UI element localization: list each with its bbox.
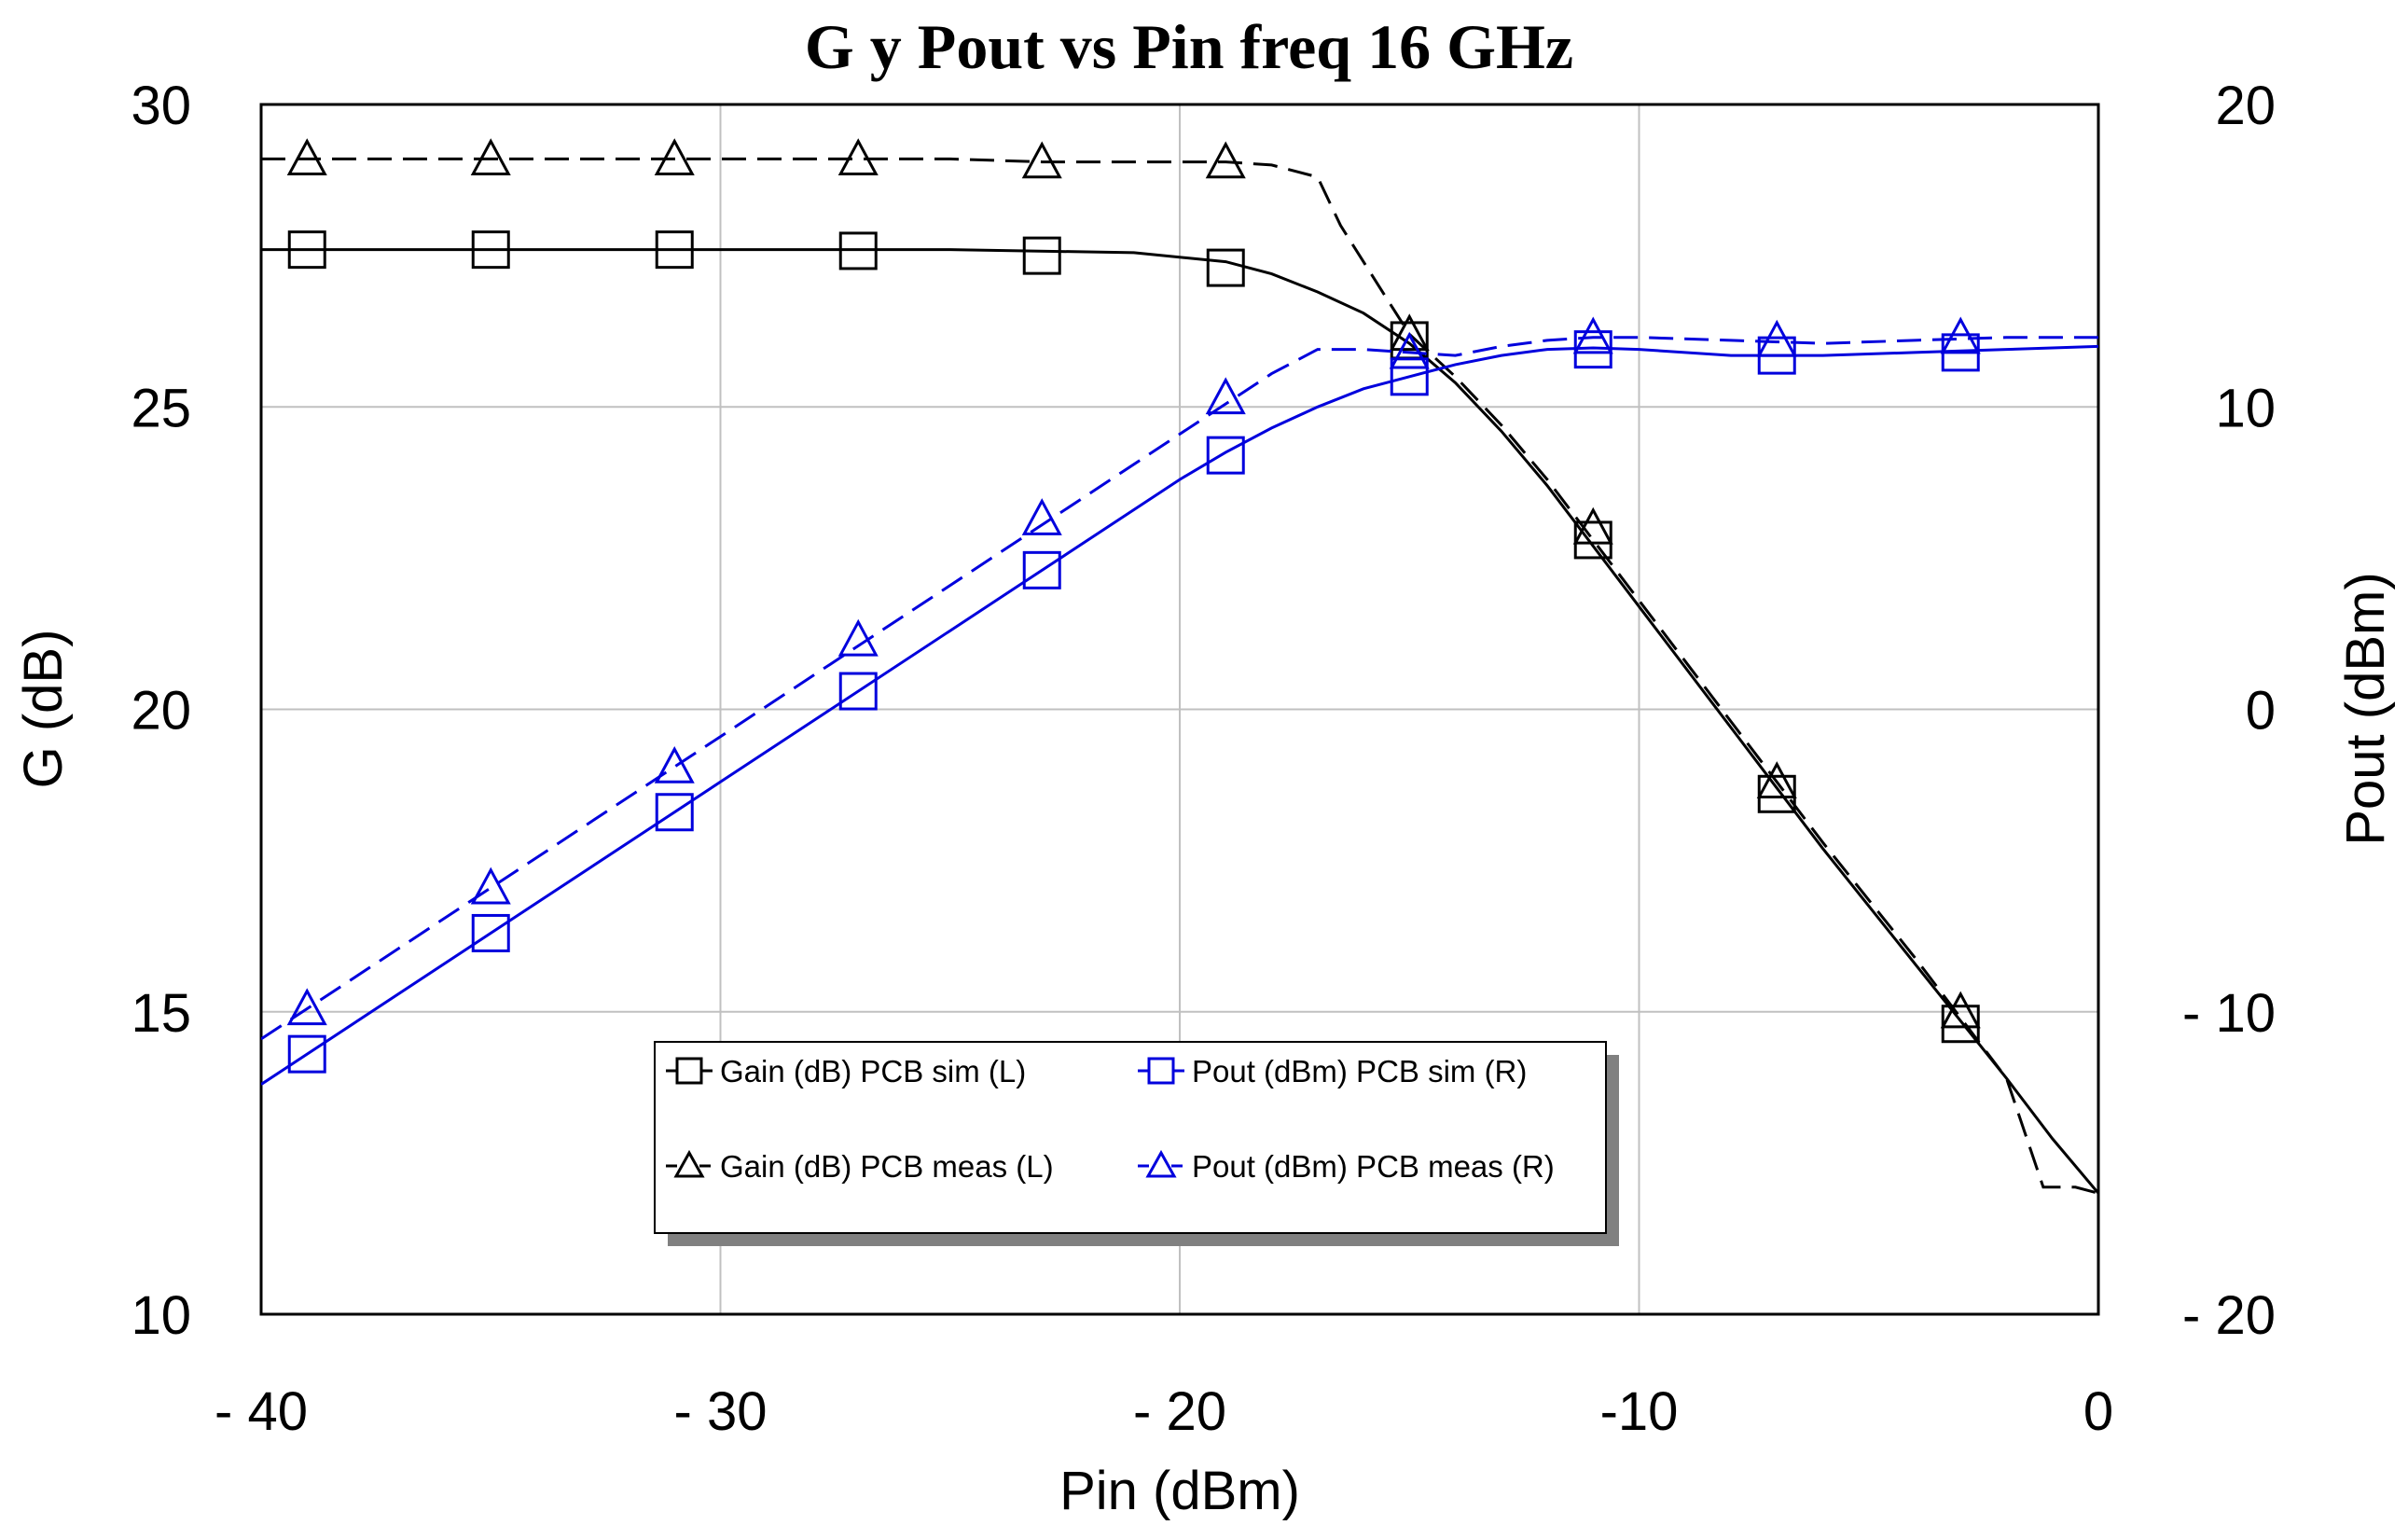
legend-entry: Gain (dB) PCB sim (L) xyxy=(666,1054,1026,1088)
data-point-square xyxy=(287,230,326,270)
data-point-square xyxy=(838,231,878,270)
legend: Gain (dB) PCB sim (L) Pout (dBm) PCB sim … xyxy=(654,1041,1619,1246)
legend-marker-square xyxy=(675,1057,703,1085)
data-point-square xyxy=(1022,550,1061,589)
series-line xyxy=(261,336,2098,1041)
legend-entry: Gain (dB) PCB meas (L) xyxy=(666,1149,1054,1184)
right-tick-label: 0 xyxy=(2246,681,2276,742)
right-tick-label: 20 xyxy=(2215,76,2276,136)
left-tick-label: 20 xyxy=(131,681,191,742)
data-point-square xyxy=(471,913,510,952)
left-axis-label: G (dB) xyxy=(13,630,74,789)
data-point-triangle xyxy=(1389,313,1430,352)
data-point-triangle xyxy=(1756,761,1797,798)
data-point-triangle xyxy=(470,867,511,905)
data-point-triangle xyxy=(286,988,327,1026)
right-axis-label: Pout (dBm) xyxy=(2335,572,2396,845)
data-point-square xyxy=(1206,248,1245,287)
left-tick-label: 30 xyxy=(131,76,191,136)
data-point-square xyxy=(838,672,878,711)
data-point-triangle xyxy=(1572,316,1613,354)
x-tick-label: - 20 xyxy=(1133,1381,1226,1442)
series-line xyxy=(261,344,2098,1086)
series-line xyxy=(261,248,2098,1195)
legend-entry: Pout (dBm) PCB sim (R) xyxy=(1138,1054,1527,1088)
right-tick-label: - 10 xyxy=(2182,983,2276,1044)
data-point-triangle xyxy=(1756,319,1797,357)
data-point-square xyxy=(1022,236,1061,275)
data-point-triangle xyxy=(837,138,879,176)
x-tick-labels: - 40 - 30 - 20 -10 0 xyxy=(215,1381,2113,1442)
x-tick-label: -10 xyxy=(1600,1381,1679,1442)
left-tick-label: 15 xyxy=(131,983,191,1044)
data-point-triangle xyxy=(654,745,695,783)
legend-marker-square xyxy=(1147,1057,1175,1085)
x-axis-label: Pin (dBm) xyxy=(1059,1461,1300,1521)
left-tick-label: 10 xyxy=(131,1285,191,1346)
legend-entry: Pout (dBm) PCB meas (R) xyxy=(1138,1149,1555,1184)
data-point-triangle xyxy=(1572,506,1613,545)
legend-marker-triangle xyxy=(673,1149,705,1178)
series-layer xyxy=(261,138,2098,1195)
data-point-triangle xyxy=(1205,141,1246,179)
series-1 xyxy=(261,138,2098,1195)
data-point-square xyxy=(1573,520,1612,560)
data-point-square xyxy=(471,230,510,270)
data-point-triangle xyxy=(1940,991,1981,1029)
data-point-triangle xyxy=(470,138,511,176)
right-tick-labels: - 20 - 10 0 10 20 xyxy=(2182,76,2276,1346)
legend-label: Gain (dB) PCB meas (L) xyxy=(720,1149,1054,1184)
data-point-square xyxy=(1390,357,1429,396)
left-tick-labels: 10 15 20 25 30 xyxy=(131,76,191,1346)
data-point-square xyxy=(655,793,694,832)
right-tick-label: - 20 xyxy=(2182,1285,2276,1346)
plot-frame xyxy=(259,103,2100,1316)
data-point-square xyxy=(655,230,694,270)
data-point-triangle xyxy=(286,138,327,176)
data-point-triangle xyxy=(1940,316,1981,354)
data-point-square xyxy=(1757,774,1796,813)
data-point-square xyxy=(1573,330,1612,369)
data-point-square xyxy=(1206,436,1245,475)
legend-items: Gain (dB) PCB sim (L) Pout (dBm) PCB sim … xyxy=(666,1054,1555,1184)
legend-label: Pout (dBm) PCB sim (R) xyxy=(1192,1054,1527,1088)
data-point-triangle xyxy=(654,138,695,176)
data-point-triangle xyxy=(1021,498,1062,535)
grid xyxy=(261,104,2098,1314)
x-tick-label: - 40 xyxy=(215,1381,308,1442)
chart-title: G y Pout vs Pin freq 16 GHz xyxy=(805,11,1573,82)
series-3 xyxy=(261,316,2098,1041)
x-tick-label: - 30 xyxy=(674,1381,768,1442)
data-point-square xyxy=(287,1034,326,1074)
series-0 xyxy=(261,230,2098,1195)
data-point-triangle xyxy=(1389,331,1430,369)
legend-marker-triangle xyxy=(1145,1149,1177,1178)
data-point-triangle xyxy=(837,618,879,657)
data-point-triangle xyxy=(1205,377,1246,415)
x-tick-label: 0 xyxy=(2083,1381,2113,1442)
data-point-square xyxy=(1941,1005,1980,1044)
legend-label: Gain (dB) PCB sim (L) xyxy=(720,1054,1026,1088)
data-point-triangle xyxy=(1021,141,1062,179)
legend-box xyxy=(654,1041,1607,1234)
left-tick-label: 25 xyxy=(131,378,191,438)
right-tick-label: 10 xyxy=(2215,378,2276,438)
legend-label: Pout (dBm) PCB meas (R) xyxy=(1192,1149,1555,1184)
